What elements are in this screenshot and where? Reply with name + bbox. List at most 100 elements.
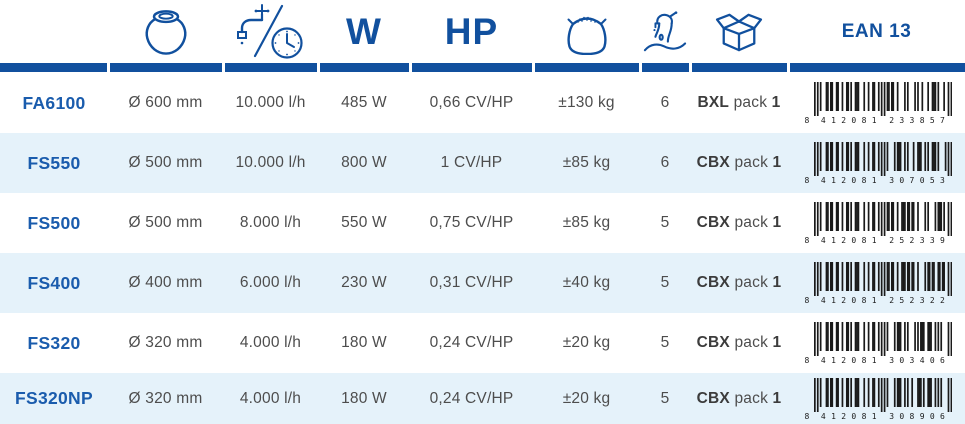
svg-text:1: 1 [831,176,836,184]
svg-text:1: 1 [831,356,836,364]
svg-text:2: 2 [889,236,894,244]
flow-rate-cell: 4.000 l/h [223,390,318,408]
header-model-empty [0,0,108,63]
svg-text:6: 6 [940,356,945,364]
flow-rate-cell: 4.000 l/h [223,334,318,352]
svg-text:8: 8 [804,116,809,124]
pack-code: BXL [698,94,730,111]
pack-code: CBX [697,334,730,351]
svg-text:8: 8 [861,412,866,420]
column-bar [692,63,787,72]
hp-cell: 0,31 CV/HP [410,274,533,292]
diameter-cell: Ø 600 mm [108,94,223,112]
header-hp: HP [410,0,533,63]
svg-text:2: 2 [841,296,846,304]
pack-word: pack [730,154,773,171]
pack-word: pack [730,274,773,291]
header-underline-bars [0,63,965,72]
weight-cell: ±40 kg [533,274,640,292]
sack-weight-icon [564,9,610,55]
svg-text:8: 8 [909,412,914,420]
units-cell: 5 [640,274,690,292]
pack-cell: CBX pack 1 [690,390,788,408]
svg-text:0: 0 [899,412,904,420]
svg-text:3: 3 [889,176,894,184]
svg-text:2: 2 [841,116,846,124]
fountain-icon [643,10,687,54]
svg-text:4: 4 [820,412,825,420]
weight-cell: ±85 kg [533,154,640,172]
flow-rate-cell: 6.000 l/h [223,274,318,292]
pack-qty: 1 [773,390,782,407]
svg-text:3: 3 [899,116,904,124]
svg-text:8: 8 [861,176,866,184]
svg-text:4: 4 [820,176,825,184]
pack-code: CBX [697,214,730,231]
pack-qty: 1 [773,334,782,351]
pack-code: CBX [697,274,730,291]
svg-text:9: 9 [919,412,924,420]
svg-text:3: 3 [889,356,894,364]
svg-text:1: 1 [831,236,836,244]
pack-qty: 1 [772,94,781,111]
svg-text:3: 3 [929,236,934,244]
svg-text:3: 3 [919,296,924,304]
weight-cell: ±20 kg [533,334,640,352]
column-bar [0,63,107,72]
svg-text:0: 0 [851,412,856,420]
svg-text:2: 2 [841,356,846,364]
pack-cell: BXL pack 1 [690,94,788,112]
svg-text:8: 8 [804,356,809,364]
svg-text:2: 2 [841,412,846,420]
svg-text:9: 9 [940,236,945,244]
tap-clock-icon [235,4,307,60]
svg-text:1: 1 [831,412,836,420]
model-cell: FS550 [0,153,108,174]
svg-text:0: 0 [851,236,856,244]
column-bar [320,63,409,72]
svg-text:8: 8 [919,116,924,124]
watts-cell: 230 W [318,274,410,292]
svg-text:4: 4 [919,356,924,364]
pack-qty: 1 [773,214,782,231]
diameter-cell: Ø 500 mm [108,154,223,172]
flow-rate-cell: 10.000 l/h [223,154,318,172]
header-watts: W [318,0,410,63]
weight-cell: ±20 kg [533,390,640,408]
diameter-cell: Ø 400 mm [108,274,223,292]
watts-header-label: W [346,11,382,53]
svg-text:1: 1 [831,296,836,304]
svg-text:8: 8 [804,412,809,420]
svg-text:2: 2 [909,236,914,244]
svg-text:5: 5 [929,176,934,184]
svg-text:3: 3 [909,116,914,124]
table-header: W HP [0,0,965,63]
svg-text:2: 2 [889,116,894,124]
units-cell: 6 [640,154,690,172]
svg-text:3: 3 [909,356,914,364]
svg-text:6: 6 [940,412,945,420]
hp-cell: 0,75 CV/HP [410,214,533,232]
weight-cell: ±130 kg [533,94,640,112]
model-cell: FA6100 [0,93,108,114]
flow-rate-cell: 8.000 l/h [223,214,318,232]
units-cell: 5 [640,390,690,408]
svg-text:0: 0 [851,176,856,184]
watts-cell: 550 W [318,214,410,232]
svg-text:5: 5 [899,296,904,304]
svg-text:2: 2 [841,176,846,184]
diameter-cell: Ø 320 mm [108,390,223,408]
pack-word: pack [730,390,773,407]
pack-cell: CBX pack 1 [690,274,788,292]
svg-text:0: 0 [919,176,924,184]
pack-word: pack [729,94,772,111]
svg-text:4: 4 [820,356,825,364]
